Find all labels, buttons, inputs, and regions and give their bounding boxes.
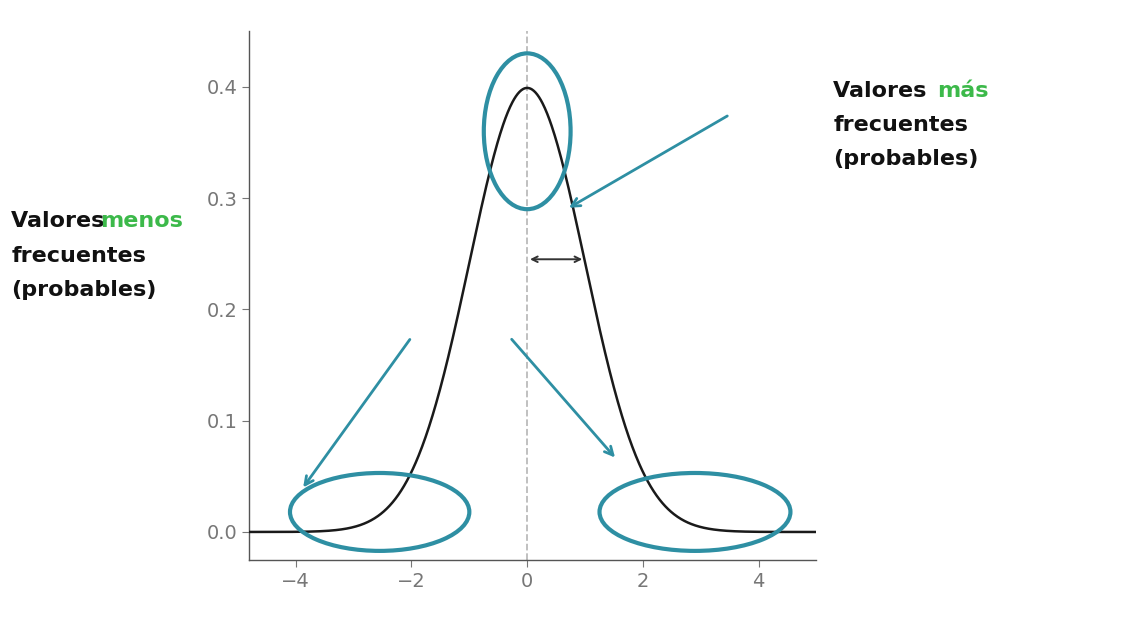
Text: menos: menos [100,211,183,231]
Text: frecuentes: frecuentes [11,246,146,266]
Text: (probables): (probables) [11,280,156,300]
Text: frecuentes: frecuentes [833,115,968,135]
Text: Valores: Valores [833,81,934,101]
Text: (probables): (probables) [833,149,979,169]
Text: más: más [937,81,988,101]
Text: Valores: Valores [11,211,112,231]
